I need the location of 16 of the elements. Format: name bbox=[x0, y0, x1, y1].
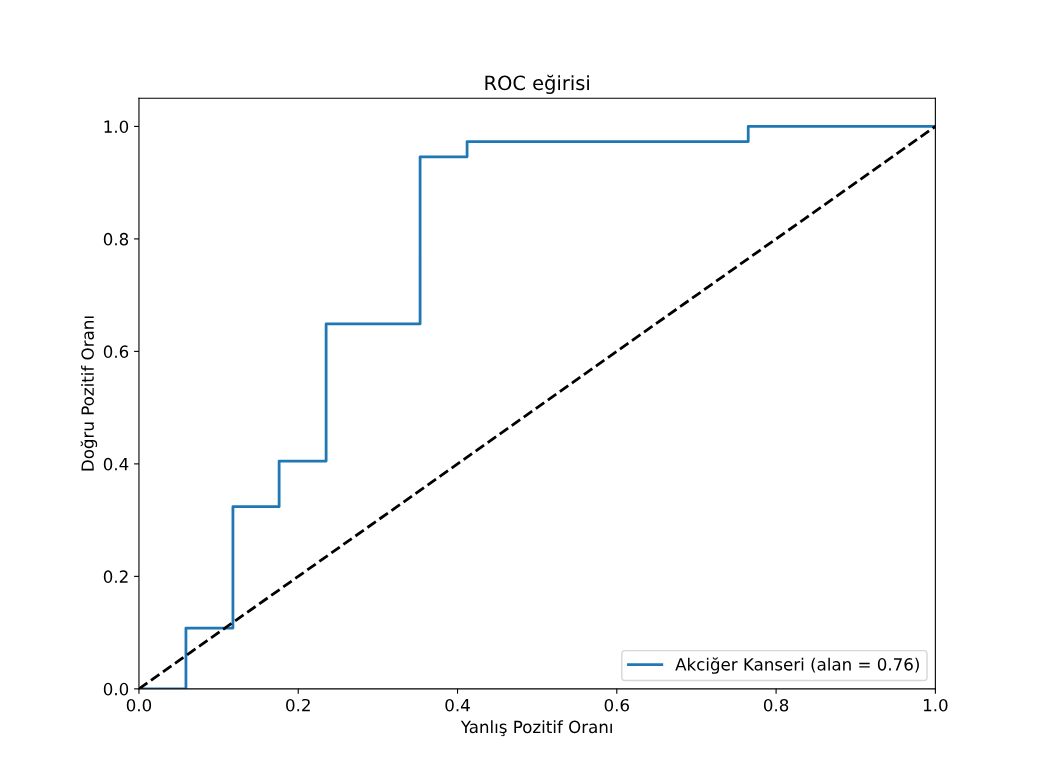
y-tick-label: 0.6 bbox=[103, 345, 129, 358]
x-tick-label: 0.4 bbox=[445, 698, 470, 712]
y-tick-label: 0.4 bbox=[103, 457, 129, 471]
chart-title: ROC eğirisi bbox=[485, 74, 589, 95]
y-axis-title: Doğru Pozitif Oranı bbox=[80, 316, 98, 471]
x-tick-label: 0.0 bbox=[126, 698, 152, 712]
x-tick-label: 1.0 bbox=[923, 698, 948, 712]
x-tick-label: 0.6 bbox=[604, 698, 630, 712]
x-axis-title: Yanlış Pozitif Oranı bbox=[460, 720, 612, 737]
y-tick-label: 0.0 bbox=[103, 682, 129, 696]
y-tick-label: 0.2 bbox=[103, 570, 128, 583]
legend-label: Akciğer Kanseri (alan = 0.76) bbox=[675, 657, 919, 674]
x-tick-label: 0.2 bbox=[286, 698, 310, 712]
y-tick-label: 1.0 bbox=[104, 120, 129, 133]
y-tick-label: 0.8 bbox=[103, 232, 129, 246]
x-tick-label: 0.8 bbox=[763, 698, 789, 712]
